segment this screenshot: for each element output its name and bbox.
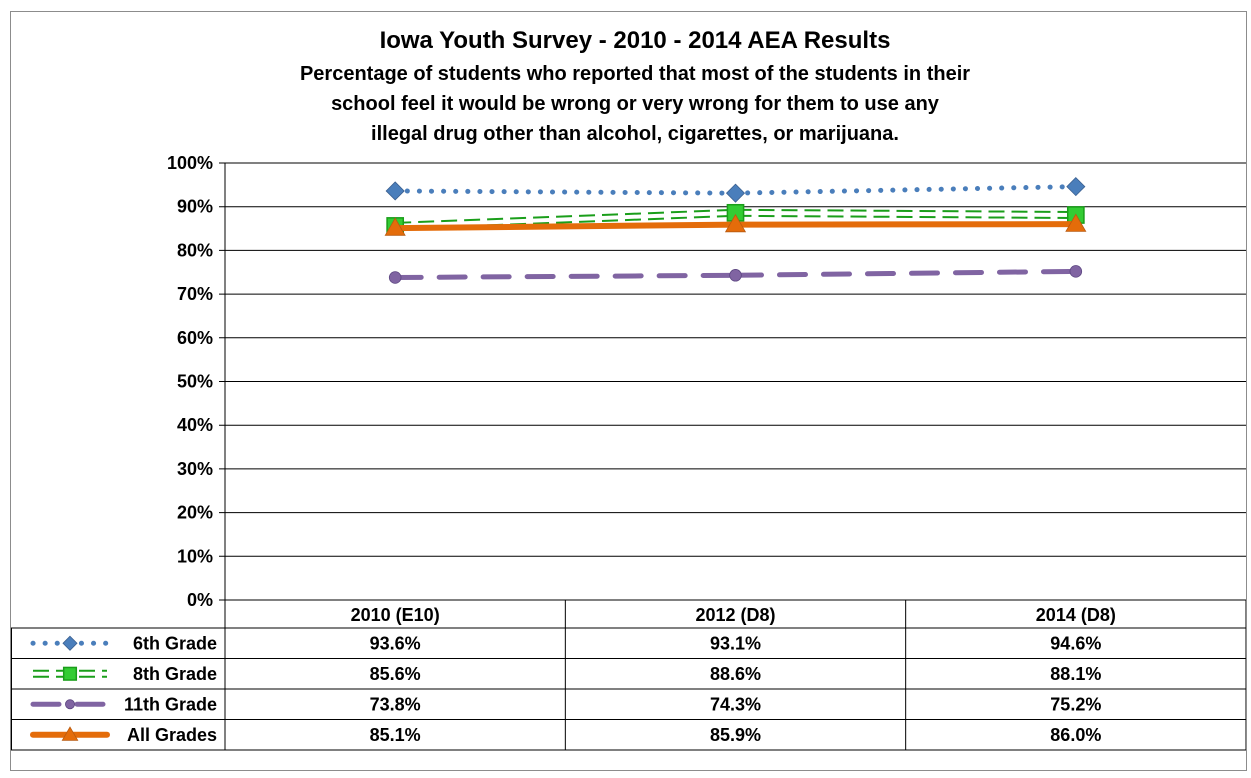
data-point [385, 181, 405, 201]
data-value-label: 73.8% [370, 694, 421, 714]
y-tick-label: 100% [167, 153, 213, 173]
x-category-label: 2010 (E10) [351, 605, 440, 625]
series-11th-grade [388, 265, 1083, 284]
chart-subtitle-line-3: illegal drug other than alcohol, cigaret… [371, 123, 899, 145]
data-value-label: 85.1% [370, 725, 421, 745]
legend-key-marker [62, 666, 78, 681]
x-category-label: 2012 (D8) [695, 605, 775, 625]
data-point [729, 269, 742, 282]
y-tick-label: 70% [177, 284, 213, 304]
legend-key [30, 699, 110, 710]
series-all-grades [384, 213, 1087, 236]
legend-key [33, 666, 107, 681]
series-6th-grade [385, 177, 1086, 203]
data-point [384, 217, 406, 236]
chart-title: Iowa Youth Survey - 2010 - 2014 AEA Resu… [380, 27, 891, 54]
data-table: 2010 (E10) 2012 (D8) 2014 (D8) 6th Grade 93.… [11, 600, 1246, 751]
data-value-label: 93.1% [710, 633, 761, 653]
y-tick-label: 80% [177, 240, 213, 260]
series-line [733, 184, 1079, 196]
y-tick-label: 20% [177, 503, 213, 523]
data-point [725, 183, 746, 203]
data-value-label: 85.9% [710, 725, 761, 745]
legend-key [30, 726, 110, 741]
chart-svg: Iowa Youth Survey - 2010 - 2014 AEA Resu… [11, 27, 1246, 751]
chart-subtitle-line-2: school feel it would be wrong or very wr… [331, 93, 940, 115]
y-tick-label: 50% [177, 372, 213, 392]
data-value-label: 85.6% [370, 664, 421, 684]
series-line [733, 268, 1079, 278]
series-name-label: 6th Grade [133, 633, 217, 653]
data-point [1066, 177, 1086, 197]
series-lines [384, 177, 1087, 284]
data-point [724, 213, 747, 233]
chart-subtitle-line-1: Percentage of students who reported that… [300, 63, 970, 85]
y-tick-label: 0% [187, 590, 213, 610]
series-line [392, 272, 738, 280]
series-line [392, 188, 738, 196]
data-value-label: 75.2% [1050, 694, 1101, 714]
x-category-label: 2014 (D8) [1036, 605, 1116, 625]
legend-key-marker [65, 699, 75, 710]
series-name-label: 11th Grade [124, 694, 217, 714]
data-point [388, 271, 402, 284]
y-axis-ticks: 0% 10% 20% 30% 40% 50% 60% 70% 80% 90% 100% [167, 153, 213, 610]
series-line [735, 208, 1076, 214]
series-name-label: All Grades [127, 725, 217, 745]
data-value-label: 88.1% [1050, 664, 1101, 684]
legend-key-marker [62, 635, 78, 651]
series-name-label: 8th Grade [133, 664, 217, 684]
data-value-label: 93.6% [370, 633, 421, 653]
y-tick-label: 90% [177, 197, 213, 217]
legend-key-marker [61, 726, 79, 741]
data-value-label: 88.6% [710, 664, 761, 684]
data-value-label: 74.3% [710, 694, 761, 714]
series-line [392, 221, 739, 232]
data-point [1065, 213, 1087, 232]
y-tick-label: 10% [177, 546, 213, 566]
data-value-label: 86.0% [1050, 725, 1101, 745]
series-line [735, 214, 1076, 220]
legend-key [30, 635, 110, 651]
data-value-label: 94.6% [1050, 633, 1101, 653]
y-tick-label: 30% [177, 459, 213, 479]
y-tick-label: 60% [177, 328, 213, 348]
series-line [395, 208, 736, 224]
chart-frame: Iowa Youth Survey - 2010 - 2014 AEA Resu… [10, 11, 1247, 771]
y-tick-label: 40% [177, 415, 213, 435]
data-point [1069, 265, 1083, 278]
chart-title-group: Iowa Youth Survey - 2010 - 2014 AEA Resu… [300, 27, 970, 145]
